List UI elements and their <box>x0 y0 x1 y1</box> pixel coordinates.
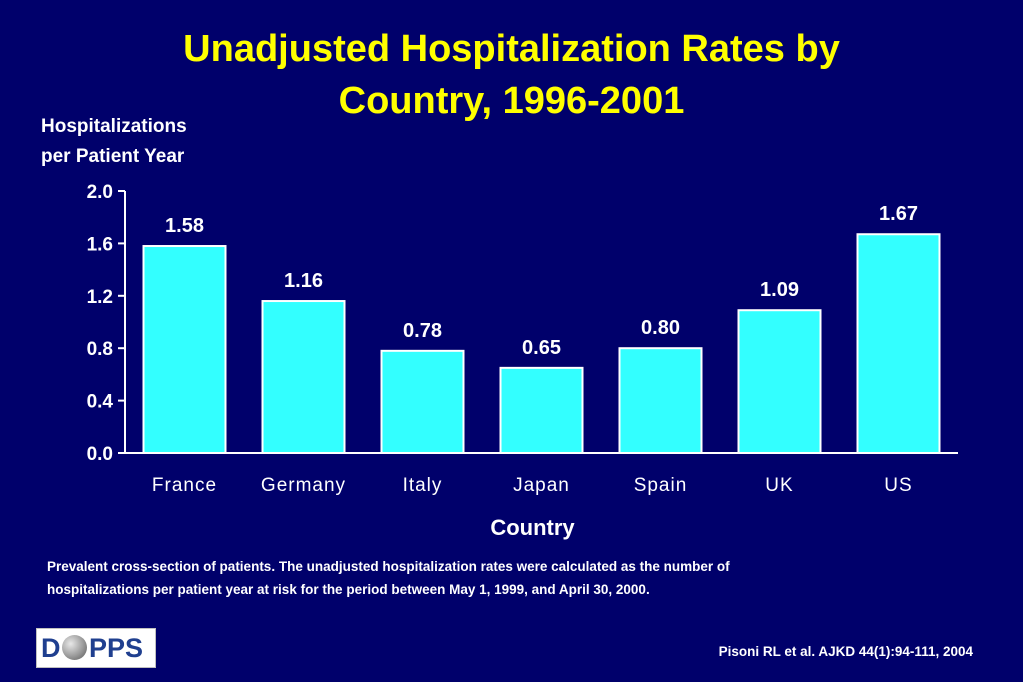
bar-value-label: 0.65 <box>522 337 561 359</box>
dopps-logo: D PPS <box>36 628 156 668</box>
y-tick-label: 1.6 <box>87 234 113 255</box>
chart-title-line2: Country, 1996-2001 <box>338 80 685 122</box>
y-tick-label: 0.8 <box>87 339 113 360</box>
y-axis-label-line1: Hospitalizations <box>41 116 187 137</box>
x-tick-label: Spain <box>634 475 688 496</box>
x-tick-label: Japan <box>513 475 570 496</box>
y-tick-label: 0.4 <box>87 392 114 413</box>
x-tick-label: Italy <box>403 475 443 496</box>
y-tick-label: 2.0 <box>87 182 113 203</box>
bar <box>499 366 584 455</box>
bar-value-label: 0.80 <box>641 317 680 339</box>
bar-value-label: 1.58 <box>165 215 204 237</box>
bar-value-label: 1.16 <box>284 270 323 292</box>
bar <box>856 233 941 454</box>
x-tick-label: France <box>152 475 217 496</box>
y-axis-label-line2: per Patient Year <box>41 146 185 167</box>
bar <box>618 347 703 455</box>
bar-value-label: 1.67 <box>879 203 918 225</box>
y-tick-label: 1.2 <box>87 287 113 308</box>
logo-text-right: PPS <box>89 633 144 663</box>
bar <box>142 245 227 454</box>
x-axis-title: Country <box>490 515 575 540</box>
x-tick-label: UK <box>765 475 793 496</box>
citation: Pisoni RL et al. AJKD 44(1):94-111, 2004 <box>718 644 973 659</box>
bar <box>261 300 346 455</box>
x-tick-label: US <box>884 475 912 496</box>
chart-title-line1: Unadjusted Hospitalization Rates by <box>183 28 840 70</box>
globe-icon <box>62 635 87 660</box>
footnote-line2: hospitalizations per patient year at ris… <box>47 582 650 597</box>
y-tick-label: 0.0 <box>87 444 113 465</box>
bar-value-label: 1.09 <box>760 279 799 301</box>
bar <box>737 309 822 454</box>
bar <box>380 349 465 455</box>
bar-value-label: 0.78 <box>403 320 442 342</box>
x-tick-label: Germany <box>261 475 346 496</box>
logo-text-left: D <box>41 633 61 663</box>
footnote-line1: Prevalent cross-section of patients. The… <box>47 559 730 574</box>
